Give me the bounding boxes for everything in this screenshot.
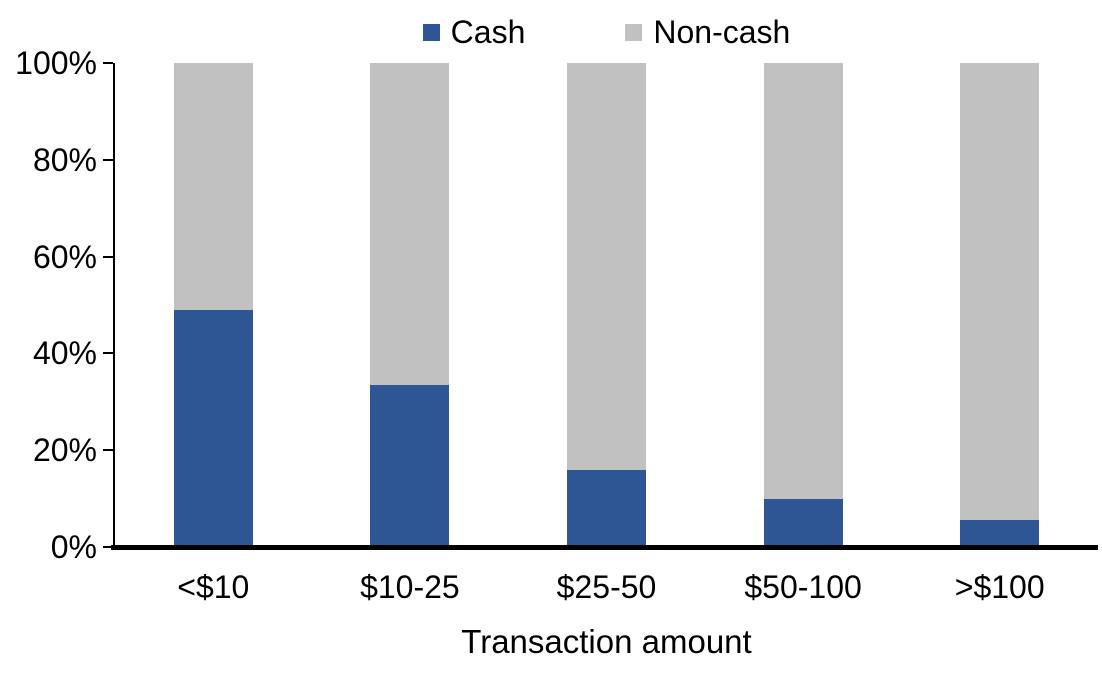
bar-segment-noncash — [370, 63, 450, 385]
y-tick-label: 60% — [32, 238, 97, 275]
y-tick-label: 0% — [50, 529, 97, 565]
y-tick — [103, 352, 113, 355]
bar-group-2 — [370, 63, 450, 547]
y-tick — [103, 255, 113, 258]
noncash-swatch-icon — [625, 23, 643, 41]
bar-segment-cash — [763, 498, 843, 547]
legend: Cash Non-cash — [115, 10, 1098, 54]
y-tick — [103, 546, 113, 548]
x-axis-line — [111, 545, 1098, 550]
cash-swatch-icon — [422, 23, 440, 41]
plot-area — [115, 63, 1098, 547]
legend-label-cash: Cash — [450, 14, 526, 50]
y-tick-label: 80% — [32, 141, 97, 178]
bar-segment-noncash — [173, 63, 253, 310]
x-tick-label: $10-25 — [360, 569, 460, 605]
x-axis-title: Transaction amount — [461, 623, 752, 660]
y-tick — [103, 158, 113, 161]
x-tick-label: >$100 — [954, 569, 1045, 605]
bar-segment-cash — [567, 469, 646, 547]
y-tick — [103, 62, 113, 64]
bar-group-5 — [960, 63, 1040, 547]
bar-segment-cash — [960, 520, 1040, 547]
bar-segment-cash — [173, 309, 253, 547]
bar-segment-noncash — [567, 63, 646, 470]
bar-segment-cash — [370, 384, 450, 547]
bar-group-3 — [567, 63, 646, 547]
legend-item-cash: Cash — [422, 14, 526, 50]
x-tick-label: <$10 — [177, 569, 250, 605]
bar-group-1 — [173, 63, 253, 547]
x-tick-label: $25-50 — [556, 569, 657, 605]
y-tick-label: 100% — [15, 45, 97, 81]
bar-group-4 — [763, 63, 843, 547]
y-tick-label: 20% — [32, 432, 97, 469]
legend-label-noncash: Non-cash — [653, 14, 791, 50]
bar-segment-noncash — [763, 63, 843, 499]
y-tick — [103, 449, 113, 452]
y-axis-line — [113, 63, 115, 547]
x-tick-label: $50-100 — [744, 569, 862, 605]
y-tick-label: 40% — [32, 335, 97, 372]
legend-item-noncash: Non-cash — [625, 16, 790, 48]
bar-segment-noncash — [960, 63, 1040, 521]
